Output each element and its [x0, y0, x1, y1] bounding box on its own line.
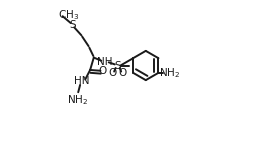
Text: O: O	[108, 69, 117, 78]
Text: O: O	[98, 66, 106, 76]
Text: S: S	[114, 61, 120, 70]
Text: HN: HN	[74, 76, 89, 86]
Text: NH$_2$: NH$_2$	[67, 94, 88, 107]
Text: O: O	[118, 69, 126, 78]
Text: NH: NH	[97, 57, 112, 67]
Text: S: S	[69, 20, 76, 30]
Text: NH$_2$: NH$_2$	[158, 66, 179, 80]
Text: CH$_3$: CH$_3$	[58, 8, 79, 22]
